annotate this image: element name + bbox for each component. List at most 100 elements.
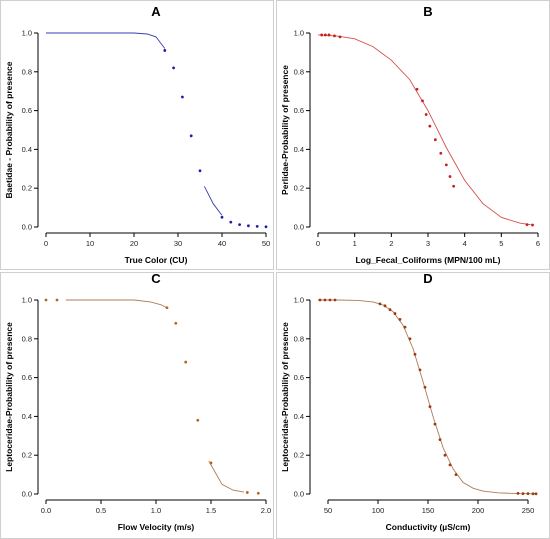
data-point (174, 321, 178, 325)
y-tick-label: 0.8 (294, 334, 304, 343)
y-tick-label: 0.0 (22, 223, 32, 232)
data-point (526, 492, 530, 496)
y-tick-label: 0.8 (294, 67, 304, 76)
x-axis-label: Conductivity (µS/cm) (386, 522, 471, 532)
fitted-curve (317, 34, 531, 226)
data-point (423, 385, 427, 389)
data-point (424, 113, 428, 116)
data-point (209, 461, 213, 465)
y-tick-label: 1.0 (294, 296, 304, 305)
fitted-curve (46, 32, 166, 49)
x-tick-label: 30 (174, 239, 182, 248)
panel-frame (276, 272, 550, 539)
data-point (184, 360, 188, 364)
panel-frame (276, 0, 550, 270)
data-point (323, 33, 327, 37)
data-point (165, 306, 169, 310)
panel-title: C (151, 271, 161, 286)
data-point (393, 312, 397, 315)
x-tick-label: 2 (389, 239, 393, 248)
data-point (521, 492, 525, 496)
chart-panel-d: D 50 100 150 200 250 Conductivity (µS/cm) 0.0 0.… (276, 271, 550, 539)
data-point (320, 33, 324, 37)
x-tick-label: 50 (324, 506, 332, 515)
x-tick-label: 3 (426, 239, 430, 248)
data-point (383, 304, 387, 308)
data-point (421, 99, 424, 103)
data-point (428, 124, 432, 128)
data-point (433, 422, 437, 426)
x-tick-label: 0.0 (41, 506, 51, 515)
data-point (443, 453, 447, 457)
panel-title: A (151, 4, 161, 19)
x-axis-label: Log_Fecal_Coliforms (MPN/100 mL) (355, 255, 500, 265)
x-tick-label: 200 (472, 506, 485, 515)
chart-panel-b: B 0 1 2 3 4 5 6 Log_Fecal_Coliforms (MPN/100 mL)… (276, 0, 550, 270)
y-tick-label: 1.0 (294, 29, 304, 38)
data-point (196, 418, 200, 422)
x-tick-label: 1 (353, 239, 357, 248)
y-tick-label: 0.8 (22, 334, 32, 343)
y-tick-label: 0.6 (22, 106, 32, 115)
panel-frame (0, 0, 274, 270)
fitted-curve (203, 186, 223, 216)
y-tick-label: 0.2 (22, 451, 32, 460)
data-point (229, 220, 233, 224)
y-tick-label: 0.2 (22, 184, 32, 193)
data-point (181, 95, 184, 99)
y-tick-label: 0.4 (294, 412, 304, 421)
y-tick-label: 0.0 (294, 490, 304, 499)
data-point (452, 184, 456, 188)
x-tick-label: 5 (499, 239, 503, 248)
x-tick-label: 4 (463, 239, 467, 248)
data-point (433, 138, 437, 142)
data-point (415, 87, 419, 91)
y-axis-label: Perlidae-Probability of presence (280, 65, 290, 195)
y-axis-label: Baetidae - Probability of presence (4, 61, 14, 198)
data-point (55, 298, 59, 302)
y-axis-label: Leptoceridae-Probability of presence (280, 322, 290, 472)
data-point (413, 352, 417, 356)
y-tick-label: 0.8 (22, 67, 32, 76)
x-axis-label: True Color (CU) (125, 255, 188, 265)
data-point (525, 223, 529, 227)
data-point (444, 163, 448, 167)
chart-panel-c: C 0.0 0.5 1.0 1.5 2.0 Flow Velocity (m/s) 0.0 0.… (0, 271, 274, 539)
data-point (163, 49, 167, 52)
data-point (198, 169, 202, 173)
panel-title: B (423, 4, 432, 19)
data-point (318, 298, 322, 302)
data-point (398, 318, 402, 321)
data-point (531, 223, 534, 227)
y-tick-label: 1.0 (22, 296, 32, 305)
y-tick-label: 0.4 (22, 145, 32, 154)
data-point (516, 492, 520, 495)
data-point (418, 368, 422, 372)
data-point (454, 473, 458, 476)
y-tick-label: 0.0 (294, 223, 304, 232)
fitted-curve (318, 299, 537, 495)
data-point (534, 492, 538, 496)
fitted-curve (208, 460, 245, 493)
y-tick-label: 0.2 (294, 451, 304, 460)
data-point (247, 224, 250, 228)
y-axis-label: Leptoceridae-Probability of presence (4, 322, 14, 472)
data-point (403, 325, 407, 329)
x-tick-label: 1.0 (151, 506, 161, 515)
data-point (378, 302, 382, 306)
x-tick-label: 150 (422, 506, 435, 515)
y-tick-label: 0.4 (294, 145, 304, 154)
data-point (408, 337, 412, 341)
data-point (264, 225, 268, 229)
x-tick-label: 250 (522, 506, 535, 515)
data-point (245, 491, 249, 494)
x-tick-label: 0 (316, 239, 320, 248)
x-tick-label: 0.5 (96, 506, 106, 515)
data-point (338, 35, 342, 39)
y-tick-label: 0.2 (294, 184, 304, 193)
data-point (189, 134, 193, 138)
x-tick-label: 1.5 (206, 506, 216, 515)
x-tick-label: 6 (536, 239, 540, 248)
data-point (439, 151, 443, 155)
data-point (333, 34, 336, 38)
